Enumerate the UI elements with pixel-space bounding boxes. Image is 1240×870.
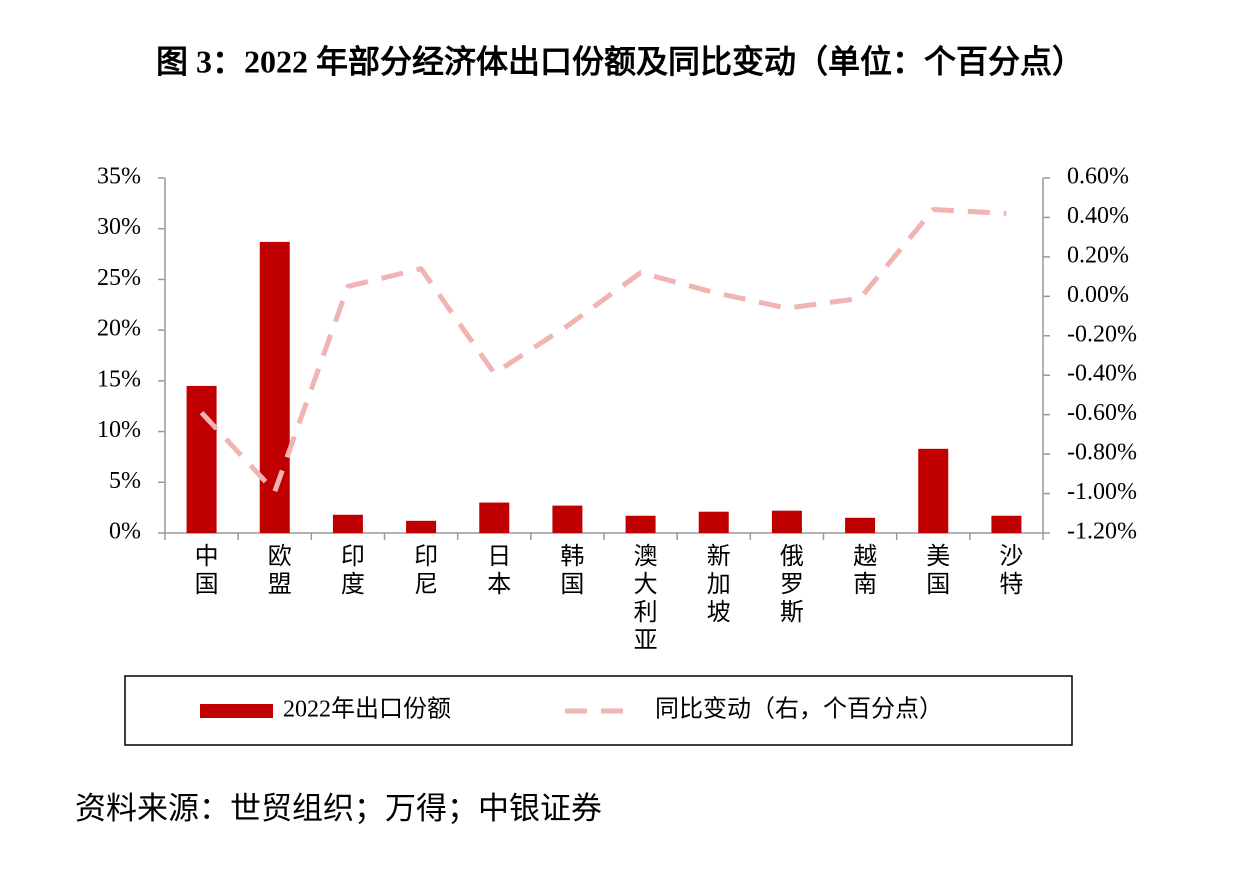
chart-title: 图 3：2022 年部分经济体出口份额及同比变动（单位：个百分点）: [156, 43, 1084, 79]
x-tick-label: 欧盟: [263, 543, 290, 599]
y2-tick-label: -0.40%: [1067, 361, 1137, 387]
y-tick-label: 0%: [109, 519, 141, 545]
y-tick-label: 35%: [97, 164, 141, 190]
y2-tick-label: 0.60%: [1067, 164, 1129, 190]
x-tick-label: 沙特: [995, 543, 1023, 599]
y2-tick-label: 0.00%: [1067, 282, 1129, 308]
legend-label: 2022年出口份额: [283, 696, 451, 723]
bar: [991, 515, 1022, 533]
y2-tick-label: -1.00%: [1067, 479, 1137, 505]
y2-tick-label: -0.60%: [1067, 400, 1137, 426]
y-tick-label: 25%: [97, 265, 141, 291]
legend-label: 同比变动（右，个百分点）: [655, 696, 943, 723]
line-series: [199, 207, 1007, 495]
y-tick-label: 20%: [97, 316, 141, 342]
x-tick-label: 印尼: [410, 543, 437, 599]
y2-tick-label: 0.40%: [1067, 203, 1129, 229]
bar: [186, 385, 217, 533]
y-tick-label: 15%: [97, 366, 141, 392]
x-tick-label: 印度: [336, 543, 364, 599]
y2-tick-label: 0.20%: [1067, 242, 1129, 268]
x-tick-label: 澳大利亚: [629, 543, 657, 655]
legend-box: [124, 675, 1073, 746]
legend-swatch: [200, 704, 273, 718]
x-tick-label: 俄罗斯: [775, 543, 803, 627]
x-tick-label: 新加坡: [702, 543, 730, 627]
y2-tick-label: -0.20%: [1067, 321, 1137, 347]
bar: [552, 505, 583, 533]
bar: [625, 515, 656, 533]
x-tick-label: 美国: [922, 543, 950, 599]
bar: [698, 511, 729, 533]
bar: [479, 502, 510, 533]
bar: [771, 510, 802, 533]
y-tick-label: 30%: [97, 214, 141, 240]
y2-tick-label: -0.80%: [1067, 440, 1137, 466]
bar: [406, 520, 437, 533]
bar: [845, 517, 876, 533]
x-tick-label: 越南: [849, 543, 877, 599]
x-tick-label: 中国: [190, 543, 216, 599]
x-tick-label: 韩国: [556, 543, 584, 599]
x-tick-label: 日本: [483, 543, 511, 599]
bar: [918, 448, 949, 533]
y2-tick-label: -1.20%: [1067, 519, 1137, 545]
bar: [332, 514, 363, 533]
source-note: 资料来源：世贸组织；万得；中银证券: [75, 791, 602, 826]
y-tick-label: 5%: [109, 468, 141, 494]
y-tick-label: 10%: [97, 417, 141, 443]
